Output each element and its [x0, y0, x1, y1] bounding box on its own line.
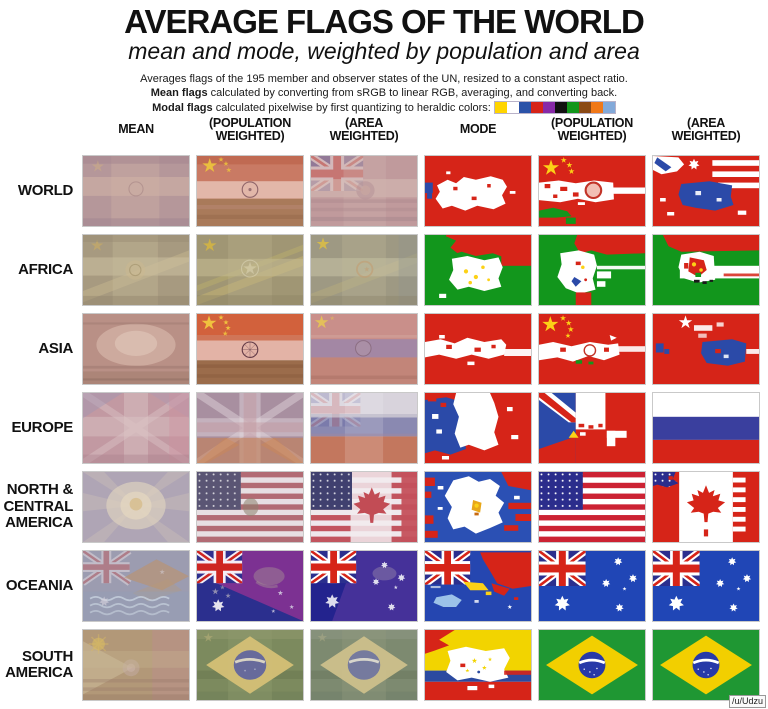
watermark-credit: /u/Udzu — [728, 695, 766, 708]
flag-s-america-mean-population — [196, 629, 304, 701]
flag-oceania-mean — [82, 550, 190, 622]
description-line-3: Modal flags calculated pixelwise by firs… — [0, 101, 768, 116]
flag-oceania-mode-area — [652, 550, 760, 622]
flag-world-mean-area — [310, 155, 418, 227]
flag-nc-america-mean — [82, 471, 190, 543]
heraldic-color-swatch — [554, 102, 567, 114]
flag-europe-mean-area — [310, 392, 418, 464]
row-label-africa: AFRICA — [18, 260, 73, 278]
heraldic-color-swatch — [566, 102, 579, 114]
column-header-mean-population: (POPULATION WEIGHTED) — [209, 115, 291, 143]
flag-s-america-mode-area — [652, 629, 760, 701]
flag-nc-america-mode — [424, 471, 532, 543]
flag-world-mode — [424, 155, 532, 227]
flag-africa-mean-area — [310, 234, 418, 306]
flag-africa-mode-population — [538, 234, 646, 306]
row-label-asia: ASIA — [38, 339, 73, 357]
flag-oceania-mode-population — [538, 550, 646, 622]
page-subtitle: mean and mode, weighted by population an… — [128, 38, 640, 64]
heraldic-color-swatch — [530, 102, 543, 114]
column-header-mean: MEAN — [118, 122, 154, 137]
flag-nc-america-mean-population — [196, 471, 304, 543]
flag-europe-mean — [82, 392, 190, 464]
flag-world-mean — [82, 155, 190, 227]
flag-s-america-mean-area — [310, 629, 418, 701]
row-label-europe: EUROPE — [11, 418, 73, 436]
flag-europe-mode — [424, 392, 532, 464]
heraldic-color-swatch — [506, 102, 519, 114]
grid-corner-spacer — [0, 112, 76, 148]
row-label-world: WORLD — [17, 181, 73, 199]
flag-africa-mean — [82, 234, 190, 306]
flag-europe-mode-area — [652, 392, 760, 464]
heraldic-color-swatch — [542, 102, 555, 114]
flag-nc-america-mode-area — [652, 471, 760, 543]
flag-nc-america-mode-population — [538, 471, 646, 543]
flag-grid: MEAN (POPULATION WEIGHTED) (AREA WEIGHTED)… — [0, 112, 760, 701]
flag-africa-mode-area — [652, 234, 760, 306]
flag-asia-mean-area — [310, 313, 418, 385]
flag-s-america-mode-population — [538, 629, 646, 701]
flag-oceania-mode — [424, 550, 532, 622]
row-label-oceania: OCEANIA — [5, 576, 73, 594]
row-label-north-central-america: NORTH & CENTRAL AMERICA — [3, 481, 73, 532]
flag-africa-mean-population — [196, 234, 304, 306]
flag-s-america-mean — [82, 629, 190, 701]
column-header-mode: MODE — [459, 122, 497, 137]
flag-world-mode-area — [652, 155, 760, 227]
column-header-mode-population: (POPULATION WEIGHTED) — [551, 115, 633, 143]
flag-asia-mode-population — [538, 313, 646, 385]
flag-asia-mode-area — [652, 313, 760, 385]
page-title: AVERAGE FLAGS OF THE WORLD — [124, 3, 645, 40]
flag-africa-mode — [424, 234, 532, 306]
flag-oceania-mean-area — [310, 550, 418, 622]
heraldic-color-swatch — [494, 102, 507, 114]
row-label-south-america: SOUTH AMERICA — [5, 647, 73, 681]
heraldic-color-swatch — [518, 102, 531, 114]
flag-oceania-mean-population — [196, 550, 304, 622]
heraldic-color-swatch — [602, 102, 615, 114]
flag-asia-mean-population — [196, 313, 304, 385]
flag-europe-mean-population — [196, 392, 304, 464]
column-header-mode-area: (AREA WEIGHTED) — [671, 115, 741, 143]
figure-description: Averages flags of the 195 member and obs… — [0, 72, 768, 116]
flag-asia-mean — [82, 313, 190, 385]
figure-header: AVERAGE FLAGS OF THE WORLD mean and mode… — [0, 0, 768, 116]
flag-asia-mode — [424, 313, 532, 385]
description-line-2: Mean flags calculated by converting from… — [150, 87, 618, 100]
flag-world-mode-population — [538, 155, 646, 227]
flag-europe-mode-population — [538, 392, 646, 464]
flag-s-america-mode — [424, 629, 532, 701]
heraldic-color-swatch — [578, 102, 591, 114]
heraldic-color-swatch — [590, 102, 603, 114]
heraldic-swatches — [493, 101, 616, 115]
flag-world-mean-population — [196, 155, 304, 227]
flag-nc-america-mean-area — [310, 471, 418, 543]
column-header-mean-area: (AREA WEIGHTED) — [329, 115, 399, 143]
description-line-1: Averages flags of the 195 member and obs… — [140, 72, 628, 85]
